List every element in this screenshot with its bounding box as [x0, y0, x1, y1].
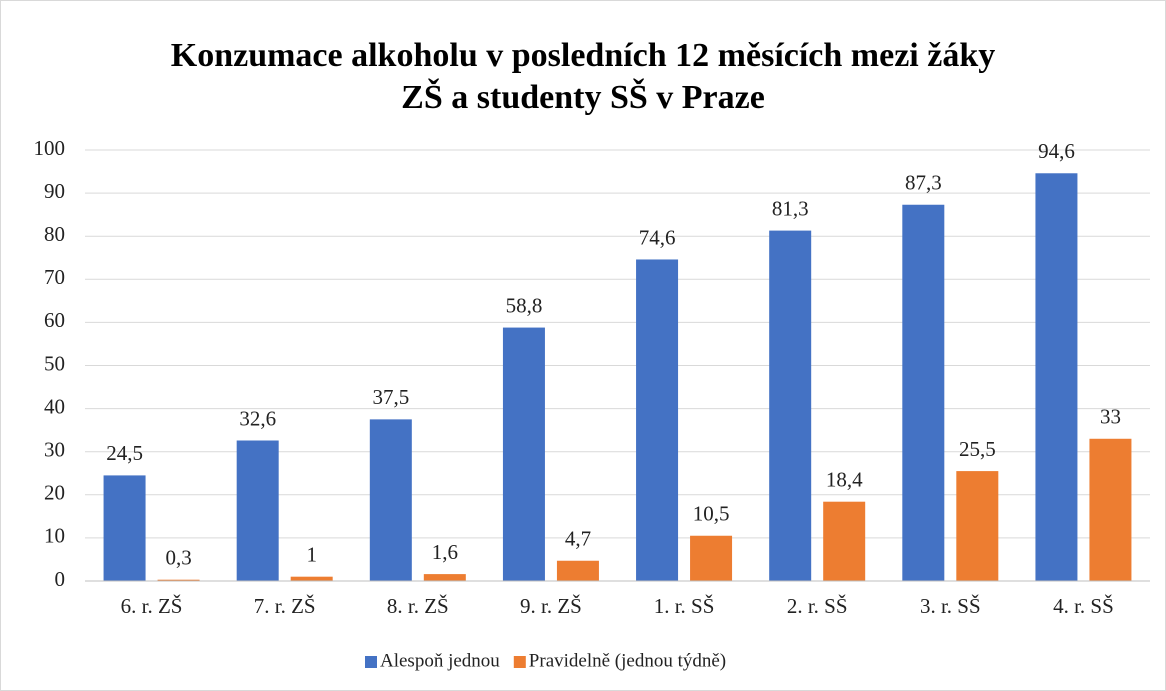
y-tick-label: 20	[44, 481, 65, 505]
chart-title: ZŠ a studenty SŠ v Praze	[401, 78, 765, 116]
data-label: 33	[1100, 405, 1121, 429]
y-tick-label: 0	[55, 567, 66, 591]
data-label: 0,3	[165, 546, 191, 570]
bar	[103, 475, 146, 581]
x-tick-label: 8. r. ZŠ	[387, 594, 449, 618]
data-label: 25,5	[959, 437, 996, 461]
x-tick-label: 1. r. SŠ	[654, 594, 715, 618]
data-label: 1,6	[432, 540, 458, 564]
y-tick-label: 70	[44, 265, 65, 289]
bar	[690, 535, 733, 581]
data-label: 32,6	[239, 406, 276, 430]
bar	[902, 204, 945, 581]
y-tick-label: 40	[44, 394, 65, 418]
data-label: 4,7	[565, 527, 591, 551]
legend-swatch	[513, 656, 526, 668]
bar	[769, 230, 812, 582]
x-tick-label: 9. r. ZŠ	[520, 594, 582, 618]
bar	[423, 574, 466, 581]
y-tick-label: 90	[44, 179, 65, 203]
data-label: 24,5	[106, 441, 143, 465]
x-tick-label: 6. r. ZŠ	[121, 594, 183, 618]
data-label: 10,5	[693, 502, 730, 526]
bar	[290, 576, 333, 581]
x-tick-label: 2. r. SŠ	[787, 594, 848, 618]
legend-label: Alespoň jednou	[380, 650, 500, 671]
data-label: 37,5	[372, 385, 409, 409]
y-tick-label: 100	[34, 136, 66, 160]
data-label: 94,6	[1038, 139, 1075, 163]
bar	[636, 259, 679, 581]
legend-swatch	[365, 656, 377, 668]
chart-title: Konzumace alkoholu v posledních 12 měsíc…	[171, 37, 996, 74]
data-label: 1	[306, 543, 317, 567]
bar	[556, 560, 599, 581]
x-tick-label: 3. r. SŠ	[920, 594, 981, 618]
bar	[1089, 438, 1132, 581]
legend-label: Pravidelně (jednou týdně)	[529, 650, 726, 671]
bar	[369, 419, 412, 581]
bar	[157, 579, 200, 581]
bar	[823, 501, 866, 581]
y-tick-label: 60	[44, 308, 65, 332]
y-tick-label: 10	[44, 524, 65, 548]
data-label: 18,4	[826, 468, 863, 492]
bar	[956, 471, 999, 581]
data-label: 74,6	[639, 225, 676, 249]
y-tick-label: 50	[44, 351, 65, 375]
data-label: 87,3	[905, 171, 942, 195]
bar	[236, 440, 279, 581]
x-tick-label: 4. r. SŠ	[1053, 594, 1114, 618]
y-tick-label: 30	[44, 438, 65, 462]
y-tick-label: 80	[44, 222, 65, 246]
data-label: 81,3	[772, 196, 809, 220]
bar	[1035, 173, 1078, 582]
x-tick-label: 7. r. ZŠ	[254, 594, 316, 618]
bar	[502, 327, 545, 581]
data-label: 58,8	[506, 293, 543, 317]
